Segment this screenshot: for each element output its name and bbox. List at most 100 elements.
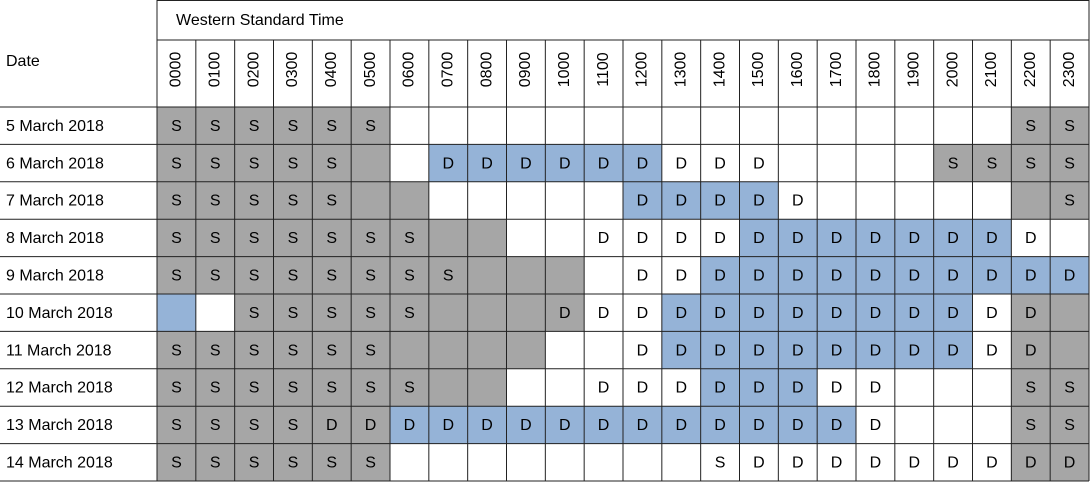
header-title: Western Standard Time bbox=[176, 12, 344, 29]
cell bbox=[545, 368, 585, 407]
cell-text: S bbox=[404, 380, 415, 397]
cell-text: D bbox=[753, 305, 765, 322]
cell-text: D bbox=[1025, 230, 1037, 247]
hour-label: 0600 bbox=[401, 52, 418, 88]
cell bbox=[817, 144, 856, 182]
cell bbox=[195, 443, 235, 481]
hour-label: 2200 bbox=[1022, 52, 1039, 88]
cell bbox=[1050, 219, 1089, 257]
cell-text: S bbox=[210, 342, 221, 359]
cell-text: S bbox=[288, 268, 299, 285]
cell bbox=[778, 368, 818, 407]
cell-text: S bbox=[1064, 193, 1075, 210]
cell-text: S bbox=[326, 268, 337, 285]
cell bbox=[273, 107, 313, 145]
hour-label: 0300 bbox=[284, 52, 301, 88]
cell bbox=[972, 294, 1012, 332]
cell-text: D bbox=[947, 268, 959, 285]
cell-text: S bbox=[249, 155, 260, 172]
cell bbox=[351, 256, 390, 294]
cell bbox=[312, 256, 352, 294]
cell-text: S bbox=[171, 380, 182, 397]
cell bbox=[234, 256, 274, 294]
cell bbox=[390, 443, 429, 481]
cell bbox=[390, 368, 429, 407]
cell-text: S bbox=[326, 230, 337, 247]
cell bbox=[506, 256, 546, 294]
cell-text: S bbox=[987, 155, 998, 172]
row-date: 12 March 2018 bbox=[6, 380, 113, 397]
hour-label: 0200 bbox=[245, 52, 262, 88]
cell-text: D bbox=[831, 342, 843, 359]
cell bbox=[390, 256, 429, 294]
cell bbox=[817, 294, 856, 332]
cell-text: S bbox=[365, 380, 376, 397]
cell-text: S bbox=[210, 455, 221, 472]
cell-text: D bbox=[520, 417, 532, 434]
cell bbox=[933, 294, 973, 332]
cell bbox=[467, 107, 507, 145]
cell bbox=[157, 406, 196, 444]
cell-text: S bbox=[288, 155, 299, 172]
cell-text: S bbox=[288, 305, 299, 322]
hour-label: 0500 bbox=[362, 52, 379, 88]
cell bbox=[817, 181, 856, 220]
hour-label: 1700 bbox=[828, 52, 845, 88]
cell-text: D bbox=[714, 268, 726, 285]
cell-text: S bbox=[1064, 417, 1075, 434]
cell-text: D bbox=[481, 155, 493, 172]
cell bbox=[273, 406, 313, 444]
hour-label: 1000 bbox=[556, 52, 573, 88]
cell bbox=[700, 443, 740, 481]
cell bbox=[817, 443, 856, 481]
cell bbox=[506, 443, 546, 481]
cell bbox=[428, 181, 468, 220]
cell-text: S bbox=[404, 230, 415, 247]
cell-text: S bbox=[326, 118, 337, 135]
cell bbox=[933, 144, 973, 182]
cell bbox=[894, 368, 934, 407]
cell bbox=[428, 107, 468, 145]
cell-text: D bbox=[986, 230, 998, 247]
cell-text: S bbox=[326, 155, 337, 172]
row-date: 9 March 2018 bbox=[6, 268, 104, 285]
cell bbox=[273, 144, 313, 182]
cell bbox=[584, 443, 623, 481]
cell bbox=[739, 368, 779, 407]
cell-text: D bbox=[598, 230, 610, 247]
cell bbox=[312, 368, 352, 407]
cell-text: S bbox=[171, 155, 182, 172]
cell-text: S bbox=[288, 118, 299, 135]
hour-label: 2100 bbox=[983, 52, 1000, 88]
cell bbox=[312, 406, 352, 444]
cell bbox=[933, 219, 973, 257]
cell-text: S bbox=[326, 305, 337, 322]
cell bbox=[933, 107, 973, 145]
cell bbox=[545, 443, 585, 481]
cell-text: S bbox=[249, 342, 260, 359]
cell bbox=[195, 144, 235, 182]
cell-text: D bbox=[559, 305, 571, 322]
cell bbox=[1050, 181, 1089, 220]
cell bbox=[584, 256, 623, 294]
cell bbox=[312, 181, 352, 220]
cell bbox=[817, 219, 856, 257]
cell-text: D bbox=[792, 455, 804, 472]
cell-text: S bbox=[249, 455, 260, 472]
cell-text: D bbox=[870, 417, 882, 434]
cell-text: D bbox=[675, 155, 687, 172]
cell-text: D bbox=[442, 417, 454, 434]
cell-text: S bbox=[171, 455, 182, 472]
cell-text: S bbox=[249, 118, 260, 135]
cell-text: D bbox=[637, 193, 649, 210]
cell-text: D bbox=[908, 305, 920, 322]
cell bbox=[933, 368, 973, 407]
cell-text: D bbox=[637, 342, 649, 359]
cell-text: D bbox=[870, 230, 882, 247]
hour-label: 1800 bbox=[867, 52, 884, 88]
cell bbox=[312, 443, 352, 481]
cell bbox=[506, 331, 546, 369]
cell bbox=[545, 256, 585, 294]
cell-text: D bbox=[792, 305, 804, 322]
